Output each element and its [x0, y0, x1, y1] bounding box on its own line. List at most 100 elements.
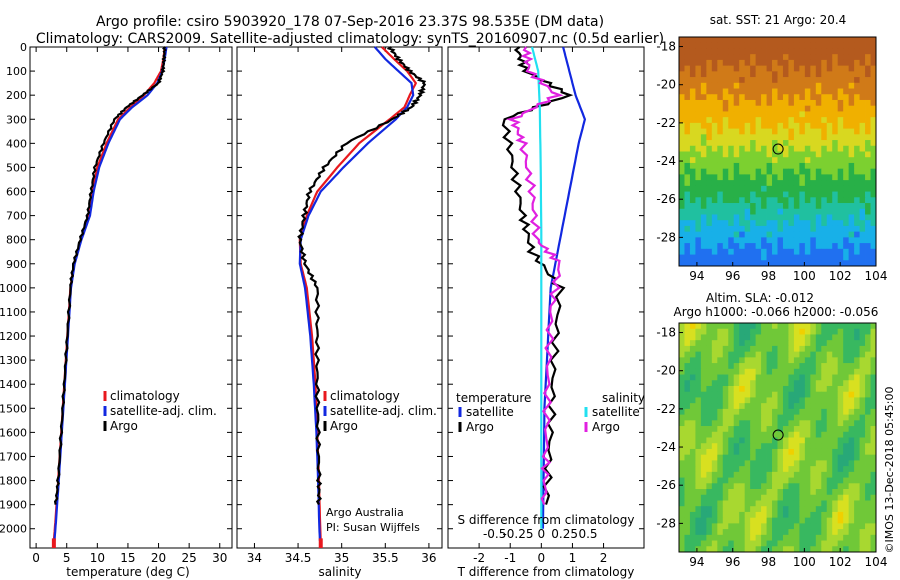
p-sla-cell [859, 374, 866, 381]
p-sst-cell [695, 82, 702, 89]
p-sla-cell [854, 477, 860, 484]
p-sla-cell [679, 448, 685, 456]
p-sst-cell [750, 111, 757, 118]
p-sla-cell [772, 477, 778, 484]
p-sla-cell [777, 328, 784, 335]
p-sla-cell [722, 483, 729, 490]
p-sst-cell [793, 208, 800, 215]
p-sla-cell [777, 414, 784, 421]
p-sla-cell [788, 443, 795, 450]
p-sst-cell [788, 203, 795, 210]
p-sst-cell [706, 94, 713, 101]
p-sla-cell [793, 368, 800, 375]
p-sla-cell [793, 328, 800, 335]
p-sst-cell [755, 71, 762, 78]
diff-legend-label: Argo [466, 420, 494, 434]
p-sst-cell [788, 140, 795, 147]
p-sla-cell [717, 534, 724, 541]
p-sst-cell [815, 140, 822, 147]
p-sla-cell [854, 448, 860, 456]
p-sla-cell [684, 328, 691, 335]
p-sla-cell [689, 437, 696, 444]
p-sst-cell [728, 260, 735, 267]
p-sst-cell [728, 111, 735, 118]
p-sla-cell [832, 380, 839, 387]
p-sst-cell [854, 94, 860, 101]
p-sla-cell [826, 477, 833, 484]
p-sst-cell [689, 117, 696, 124]
p-sst-xtick-label: 94 [689, 269, 704, 283]
p-sla-cell [865, 523, 871, 530]
p-sst-cell [826, 157, 833, 164]
p-sst-cell [728, 65, 735, 72]
p-sst-cell [870, 185, 877, 192]
p-sla-cell [859, 460, 866, 467]
p-sst-cell [744, 203, 751, 210]
temp-ytick-label: 1200 [0, 330, 27, 343]
p-sla-cell [711, 334, 718, 341]
p-sst-cell [793, 117, 800, 124]
p-sst-cell [804, 254, 811, 261]
p-sla-cell [810, 403, 817, 410]
p-sst-cell [755, 162, 762, 170]
p-sla-cell [684, 448, 691, 456]
p-sst-cell [799, 54, 806, 61]
p-sla-cell [859, 523, 866, 530]
p-sla-cell [799, 454, 806, 461]
p-sst-cell [684, 48, 691, 55]
p-sst-cell [750, 128, 757, 135]
p-sst-cell [728, 197, 735, 204]
p-sst-cell [865, 54, 871, 61]
p-sla-cell [706, 443, 713, 450]
p-sst-cell [777, 105, 784, 112]
p-sla-cell [700, 385, 707, 393]
p-sla-cell [810, 414, 817, 421]
p-sst-cell [739, 203, 746, 210]
p-sst-cell [744, 134, 751, 141]
p-sst-cell [711, 94, 718, 101]
p-sla-cell [717, 426, 724, 433]
p-sla-cell [804, 466, 811, 473]
p-sla-cell [744, 374, 751, 381]
p-sst-cell [722, 59, 729, 67]
p-sla-cell [761, 397, 767, 404]
p-sst-ytick-label: -18 [656, 40, 676, 54]
p-sla-cell [755, 523, 762, 530]
p-sst-cell [815, 94, 822, 101]
p-sla-cell [799, 437, 806, 444]
p-sst-cell [761, 157, 767, 164]
diff-xtick-label: -2 [473, 551, 485, 565]
p-sst-cell [739, 71, 746, 78]
sst-map-panel: 94 96 98 100 102 104-18-20-22-24-26-28 [656, 36, 887, 283]
p-sla-cell [854, 540, 860, 547]
p-sla-cell [859, 454, 866, 461]
p-sst-cell [733, 122, 740, 130]
p-sla-cell [804, 540, 811, 547]
p-sst-cell [717, 48, 724, 55]
p-sla-cell [782, 351, 789, 358]
p-sst-cell [799, 237, 806, 244]
p-sst-cell [744, 65, 751, 72]
p-sst-cell [728, 82, 735, 89]
p-sla-cell [777, 448, 784, 456]
p-sst-cell [761, 180, 767, 187]
p-sst-cell [832, 248, 839, 255]
p-sst-cell [711, 208, 718, 215]
p-sst-cell [804, 71, 811, 78]
p-sla-cell [689, 334, 696, 341]
p-sla-cell [706, 489, 713, 496]
p-sla-cell [799, 351, 806, 358]
p-sst-cell [750, 157, 757, 164]
p-sst-cell [733, 140, 740, 147]
diff-legend-label: satellite [592, 405, 640, 419]
diff-xtick-label: 0 [538, 551, 546, 565]
p-sst-cell [679, 231, 685, 238]
p-sla-cell [750, 414, 757, 421]
p-sla-cell [804, 448, 811, 456]
p-sst-cell [799, 59, 806, 67]
p-sst-cell [717, 225, 724, 233]
p-sst-cell [722, 174, 729, 181]
p-sst-cell [793, 151, 800, 158]
p-sst-cell [832, 214, 839, 221]
p-sst-cell [739, 254, 746, 261]
